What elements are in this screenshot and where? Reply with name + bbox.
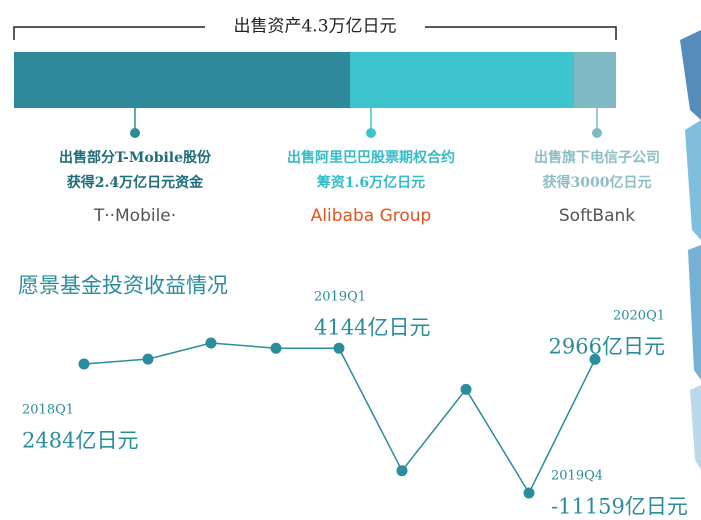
infographic: 出售资产4.3万亿日元 愿景基金投资收益情况 出售部分T-Mobile股份获得2… [0,0,701,520]
point [79,358,90,369]
point [397,465,408,476]
bar-segment [574,52,616,108]
segment-value-label: 获得3000亿日元 [543,174,652,191]
point [524,488,535,499]
bar-segment [350,52,574,108]
point [461,384,472,395]
connector-dot [366,128,376,138]
bar-segment [14,52,350,108]
segment-value-label: 获得2.4万亿日元资金 [67,174,204,191]
logo: Alibaba Group [311,206,432,226]
segment-value-label: 筹资1.6万亿日元 [317,174,425,191]
logo: T··Mobile· [93,206,176,226]
point [206,338,217,349]
value-label: 2484亿日元 [22,429,138,453]
connector-dot [592,128,602,138]
line-title: 愿景基金投资收益情况 [18,274,228,298]
value-label: 4144亿日元 [314,316,430,340]
point [334,343,345,354]
bar-title: 出售资产4.3万亿日元 [233,17,396,37]
segment-name: 出售旗下电信子公司 [534,149,660,166]
x-label: 2019Q1 [314,290,366,305]
segment-name: 出售阿里巴巴股票期权合约 [287,149,455,166]
value-label: 2966亿日元 [549,335,665,359]
segment-name: 出售部分T-Mobile股份 [59,149,212,166]
line [84,343,595,493]
decoration [680,30,701,470]
x-label: 2018Q1 [22,403,74,418]
point [143,354,154,365]
logo: SoftBank [559,206,635,226]
point [271,343,282,354]
value-label: -11159亿日元 [551,495,688,519]
connector-dot [130,128,140,138]
x-label: 2020Q1 [613,309,665,324]
x-label: 2019Q4 [551,469,603,484]
